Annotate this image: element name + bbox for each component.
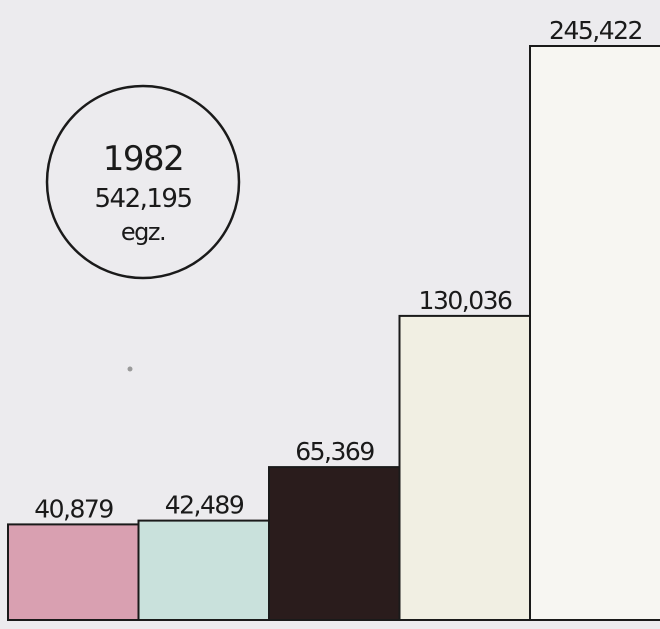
bar-2 (137, 519, 271, 621)
total-badge-year: 1982 (103, 139, 184, 179)
bar-value-label-4: 130,036 (419, 286, 512, 315)
bar-value-label-5: 245,422 (549, 16, 642, 45)
bar-3 (268, 466, 401, 621)
bar-1 (7, 523, 140, 622)
bar-group (7, 45, 660, 622)
bar-label-group: 40,879 42,489 65,369 130,036 245,422 (34, 16, 643, 523)
bar-value-label-1: 40,879 (34, 494, 113, 523)
bar-4 (398, 314, 532, 621)
total-badge: 1982 542,195 egz. (45, 84, 241, 280)
bar-value-label-3: 65,369 (295, 437, 374, 466)
bar-value-label-2: 42,489 (165, 491, 244, 520)
total-badge-unit: egz. (121, 218, 165, 246)
total-badge-circle (45, 84, 241, 280)
ink-dot (127, 366, 133, 372)
total-badge-total: 542,195 (94, 184, 191, 214)
bar-5 (529, 45, 660, 621)
